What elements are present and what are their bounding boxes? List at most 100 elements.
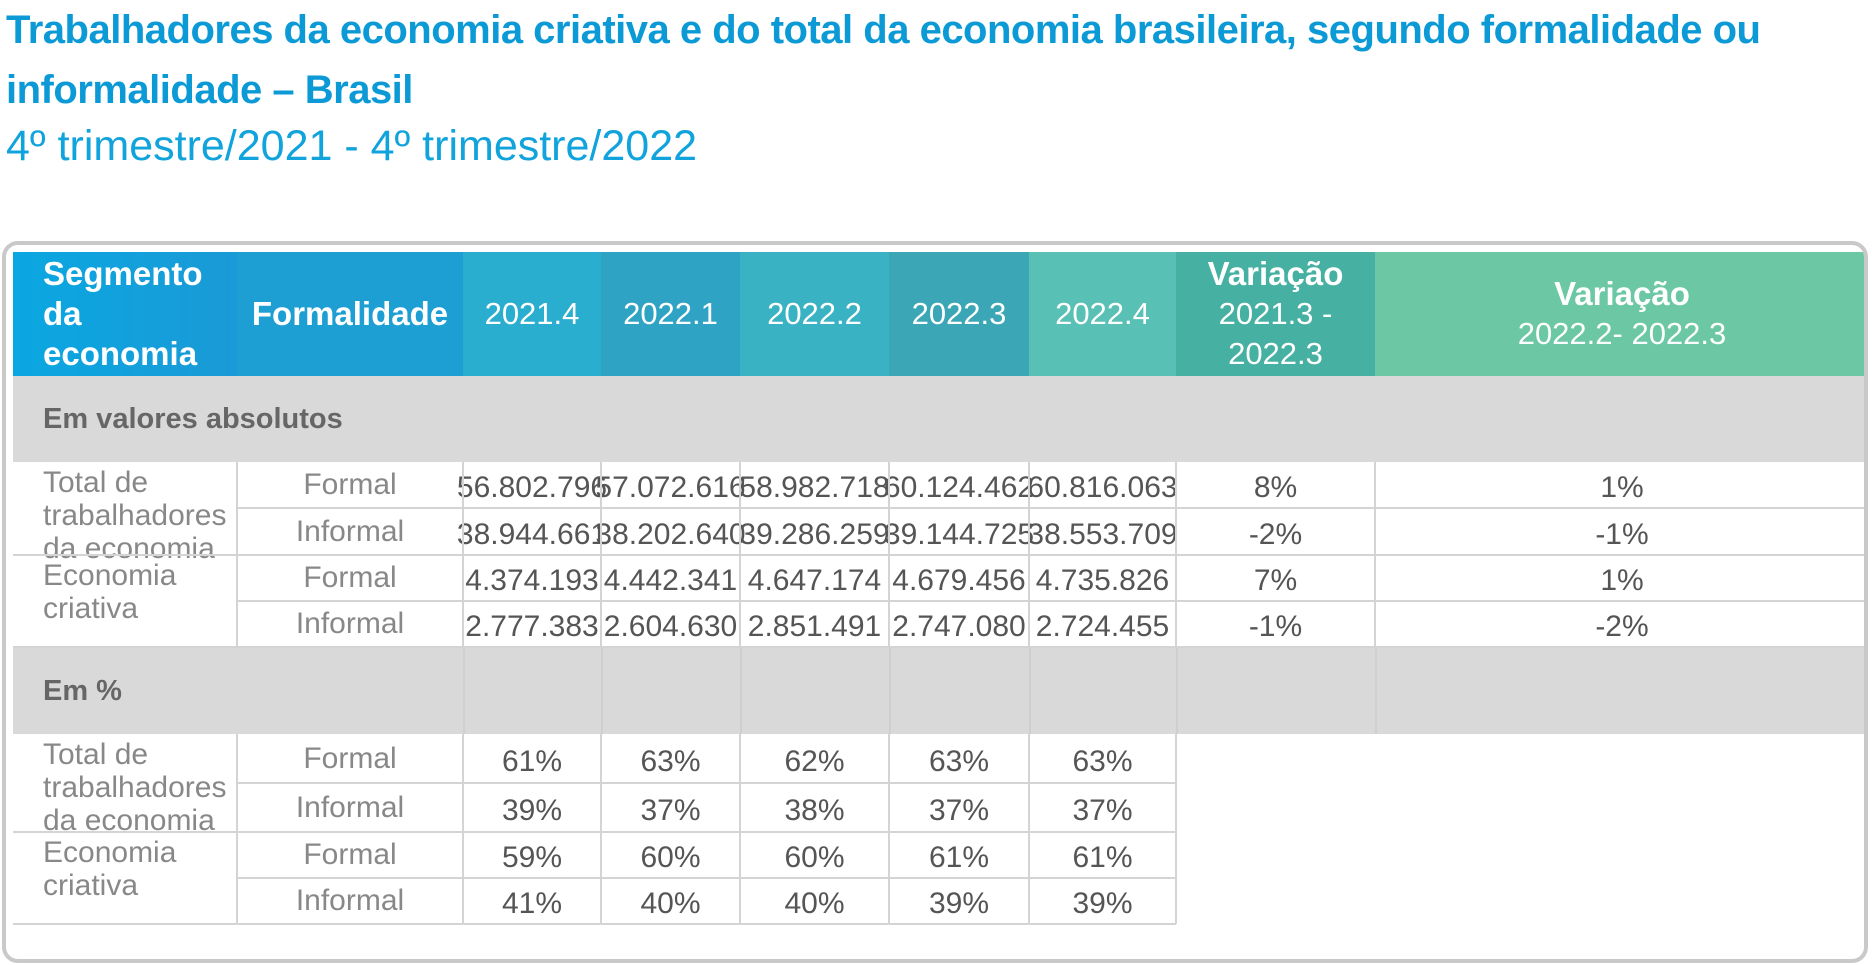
table-cell: 37% bbox=[1072, 793, 1133, 827]
table-cell: 56.802.796 bbox=[456, 471, 608, 504]
row-divider bbox=[237, 600, 1864, 602]
section-divider bbox=[889, 648, 891, 734]
row-divider bbox=[13, 923, 1176, 925]
column-divider bbox=[1175, 734, 1177, 924]
table-cell: 37% bbox=[640, 793, 701, 827]
column-divider bbox=[1028, 734, 1030, 924]
section-divider bbox=[601, 648, 603, 734]
section-percent: Em % bbox=[13, 648, 1864, 734]
table-cell: 41% bbox=[501, 887, 563, 920]
data-table: Segmento da economia Formalidade 2021.4 … bbox=[2, 241, 1868, 963]
table-cell: 61% bbox=[1072, 841, 1133, 874]
formality-label: Formal bbox=[303, 741, 397, 775]
column-divider bbox=[888, 462, 890, 647]
table-cell: 2.604.630 bbox=[603, 610, 738, 643]
column-divider bbox=[888, 734, 890, 924]
table-cell: 60.124.462 bbox=[883, 471, 1035, 504]
column-divider bbox=[739, 462, 741, 647]
row-divider bbox=[237, 507, 1864, 509]
table-cell: 40% bbox=[640, 887, 701, 920]
formality-label: Formal bbox=[303, 468, 397, 501]
table-cell: 59% bbox=[501, 841, 563, 874]
column-divider bbox=[739, 734, 741, 924]
table-cell: 39% bbox=[928, 887, 990, 920]
formality-label: Formal bbox=[303, 838, 397, 871]
table-cell: 38.553.709 bbox=[1027, 517, 1178, 551]
segment-label: Economia criativa bbox=[43, 559, 177, 625]
header-period-label: 2022.1 bbox=[623, 296, 718, 331]
column-divider bbox=[600, 734, 602, 924]
header-variation-range: 2021.3 - 2022.3 bbox=[1218, 296, 1333, 371]
variation-cell: -2% bbox=[1248, 517, 1303, 551]
header-variation-1: Variação 2021.3 - 2022.3 bbox=[1176, 252, 1375, 376]
chart-title: Trabalhadores da economia criativa e do … bbox=[6, 8, 1761, 112]
header-segment-label: Segmento da economia bbox=[43, 255, 203, 372]
header-segment: Segmento da economia bbox=[13, 252, 237, 376]
column-divider bbox=[236, 462, 238, 647]
table-cell: 60.816.063 bbox=[1027, 471, 1178, 504]
formality-label: Informal bbox=[295, 790, 405, 824]
segment-label: Total de trabalhadores da economia bbox=[43, 466, 227, 565]
table-cell: 57.072.616 bbox=[595, 471, 746, 504]
section-divider bbox=[1375, 648, 1377, 734]
table-cell: 38.944.661 bbox=[456, 517, 608, 551]
table-cell: 61% bbox=[501, 744, 563, 778]
column-divider bbox=[1374, 462, 1376, 647]
header-variation-title: Variação bbox=[1207, 255, 1344, 292]
column-divider bbox=[1175, 462, 1177, 647]
column-divider bbox=[236, 734, 238, 924]
table-cell: 4.735.826 bbox=[1035, 564, 1170, 597]
table-cell: 4.647.174 bbox=[747, 564, 882, 597]
formality-label: Formal bbox=[303, 561, 397, 594]
table-cell: 63% bbox=[640, 744, 701, 778]
formality-label: Informal bbox=[295, 514, 405, 548]
section-absolute-label: Em valores absolutos bbox=[43, 402, 343, 435]
column-divider bbox=[462, 462, 464, 647]
table-cell: 63% bbox=[928, 744, 990, 778]
table-cell: 2.747.080 bbox=[892, 610, 1026, 643]
table-cell: 63% bbox=[1072, 744, 1133, 778]
segment-label: Total de trabalhadores da economia bbox=[43, 738, 227, 837]
section-divider bbox=[1176, 648, 1178, 734]
table-cell: 62% bbox=[784, 744, 845, 778]
variation-cell: 7% bbox=[1253, 564, 1298, 597]
column-divider bbox=[462, 734, 464, 924]
variation-cell: 1% bbox=[1600, 564, 1644, 597]
header-period: 2021.4 bbox=[463, 252, 601, 376]
table-cell: 39% bbox=[501, 793, 563, 827]
table-cell: 4.679.456 bbox=[892, 564, 1026, 597]
header-period-label: 2022.3 bbox=[911, 296, 1007, 331]
header-period-label: 2022.4 bbox=[1055, 296, 1150, 331]
section-percent-label: Em % bbox=[43, 674, 122, 707]
table-cell: 38.202.640 bbox=[595, 517, 746, 551]
header-period-label: 2021.4 bbox=[484, 296, 580, 331]
table-cell: 58.982.718 bbox=[739, 471, 890, 504]
header-period: 2022.4 bbox=[1029, 252, 1176, 376]
header-variation-2: Variação 2022.2- 2022.3 bbox=[1375, 252, 1864, 376]
table-cell: 39.144.725 bbox=[883, 517, 1035, 551]
section-divider bbox=[740, 648, 742, 734]
variation-cell: 8% bbox=[1253, 471, 1298, 504]
table-cell: 40% bbox=[784, 887, 845, 920]
table-cell: 4.442.341 bbox=[603, 564, 738, 597]
row-divider bbox=[13, 646, 1864, 648]
row-divider bbox=[237, 877, 1176, 879]
header-period: 2022.1 bbox=[601, 252, 740, 376]
header-period: 2022.2 bbox=[740, 252, 889, 376]
header-period: 2022.3 bbox=[889, 252, 1029, 376]
table-cell: 60% bbox=[640, 841, 701, 874]
header-period-label: 2022.2 bbox=[767, 296, 862, 331]
header-variation-title: Variação bbox=[1554, 275, 1690, 312]
row-divider bbox=[237, 782, 1176, 784]
header-formality-label: Formalidade bbox=[251, 295, 449, 332]
table-cell: 2.724.455 bbox=[1035, 610, 1170, 643]
table-cell: 39.286.259 bbox=[739, 517, 890, 551]
table-cell: 2.851.491 bbox=[747, 610, 882, 643]
row-divider bbox=[13, 554, 1864, 556]
section-divider bbox=[463, 648, 465, 734]
table-cell: 2.777.383 bbox=[465, 610, 599, 643]
table-cell: 38% bbox=[784, 793, 845, 827]
header-variation-range: 2022.2- 2022.3 bbox=[1517, 316, 1727, 351]
variation-cell: 1% bbox=[1600, 471, 1644, 504]
table-cell: 4.374.193 bbox=[465, 564, 599, 597]
